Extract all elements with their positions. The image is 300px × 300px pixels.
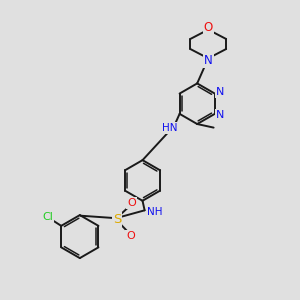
Text: N: N xyxy=(216,110,224,120)
Text: S: S xyxy=(113,213,121,226)
Text: O: O xyxy=(126,231,135,241)
Text: NH: NH xyxy=(147,207,163,217)
Text: Cl: Cl xyxy=(42,212,53,222)
Text: HN: HN xyxy=(162,123,178,133)
Text: O: O xyxy=(204,21,213,34)
Text: N: N xyxy=(204,54,213,67)
Text: N: N xyxy=(216,87,224,98)
Text: O: O xyxy=(127,198,136,208)
